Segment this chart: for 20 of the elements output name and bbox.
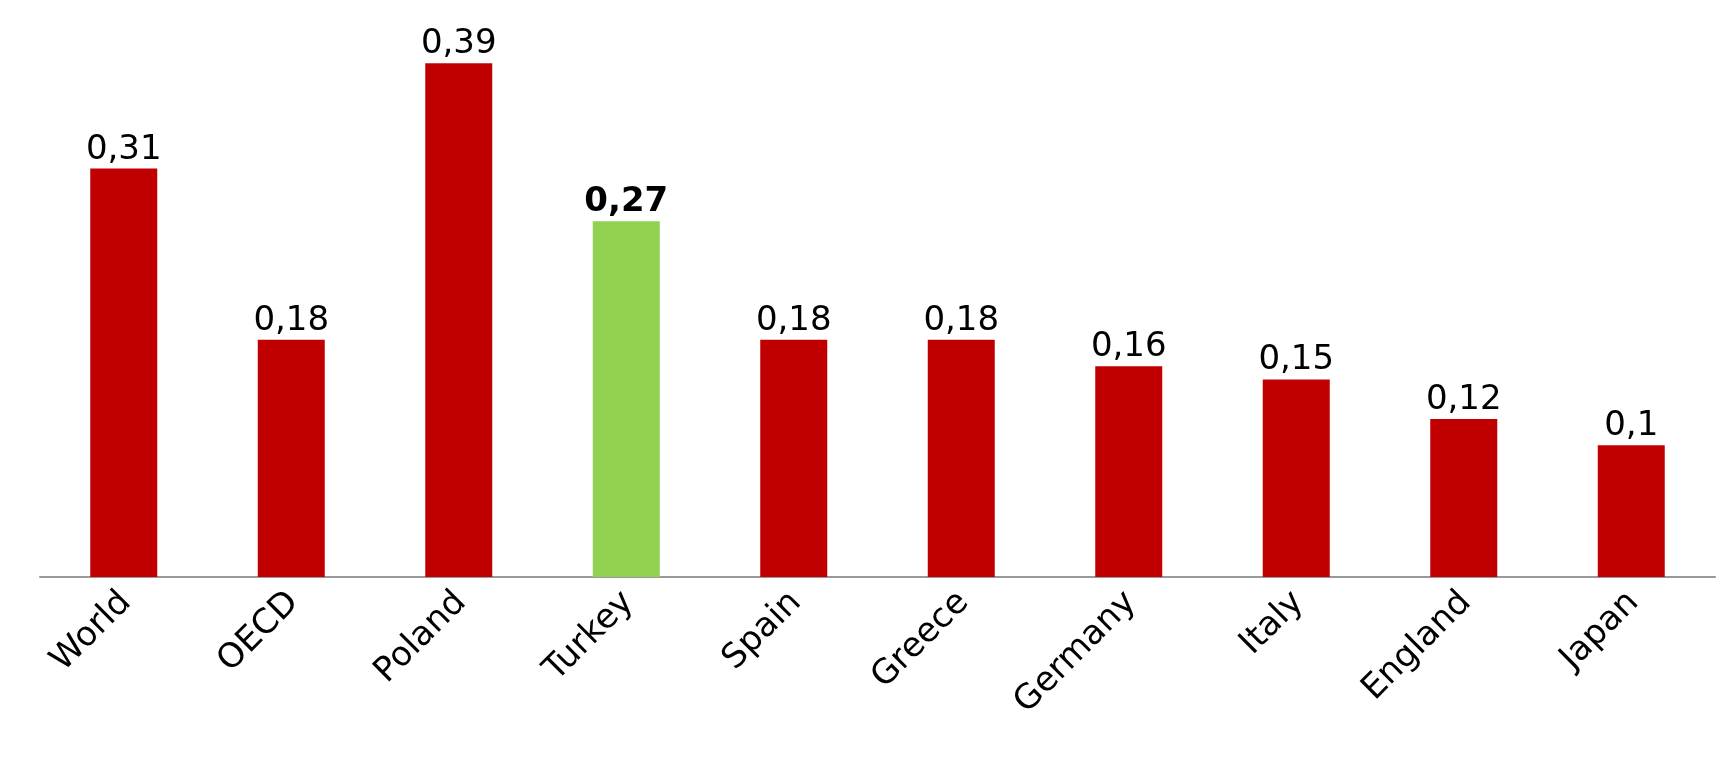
bar bbox=[927, 339, 995, 577]
bar bbox=[90, 168, 158, 577]
bar bbox=[1597, 445, 1665, 577]
data-label: 0,1 bbox=[1604, 403, 1659, 444]
data-label: 0,15 bbox=[1258, 337, 1335, 378]
bar bbox=[1262, 379, 1330, 577]
data-label: 0,31 bbox=[85, 126, 162, 167]
bar bbox=[760, 339, 828, 577]
data-label: 0,18 bbox=[923, 297, 1000, 338]
data-label: 0,16 bbox=[1090, 324, 1167, 365]
data-label: 0,39 bbox=[420, 21, 497, 62]
bar bbox=[1095, 366, 1163, 577]
data-label: 0,18 bbox=[755, 297, 832, 338]
data-label: 0,12 bbox=[1425, 376, 1502, 417]
bar bbox=[425, 63, 493, 577]
bar bbox=[1430, 418, 1498, 577]
data-label: 0,18 bbox=[253, 297, 330, 338]
bar bbox=[257, 339, 325, 577]
bar bbox=[592, 221, 660, 577]
data-label: 0,27 bbox=[584, 179, 669, 220]
